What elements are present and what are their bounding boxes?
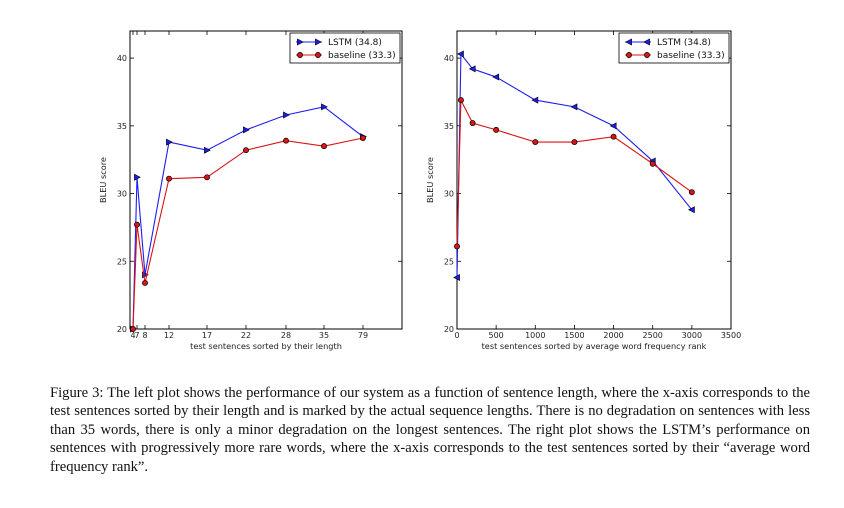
data-point-lstm xyxy=(468,65,476,73)
x-tick-label: 12 xyxy=(164,331,174,340)
left-plot: 20 25 30 35 40 47 8 12 17 22 28 35 79 test sentences … xyxy=(98,30,403,351)
legend-marker xyxy=(644,52,650,58)
data-point-lstm xyxy=(321,103,328,111)
x-tick-label: 7 xyxy=(134,331,139,340)
data-point-baseline xyxy=(321,143,327,150)
x-tick-label: 0 xyxy=(454,331,459,340)
legend-marker xyxy=(626,52,632,58)
x-axis-label: test sentences sorted by their length xyxy=(190,341,342,351)
x-tick-label: 22 xyxy=(241,331,251,340)
x-axis-label: test sentences sorted by average word fr… xyxy=(482,341,707,351)
y-tick-label: 35 xyxy=(117,122,127,131)
series-line-lstm xyxy=(456,52,693,278)
y-tick-label: 30 xyxy=(444,190,454,199)
x-tick-label: 17 xyxy=(202,331,212,340)
data-point-baseline xyxy=(283,137,289,144)
data-point-lstm xyxy=(204,146,211,154)
legend-marker xyxy=(625,38,632,46)
data-point-baseline xyxy=(204,174,210,181)
y-tick-label: 40 xyxy=(444,54,454,63)
y-tick-label: 20 xyxy=(117,325,127,334)
data-point-baseline xyxy=(166,175,172,182)
data-point-lstm xyxy=(283,111,290,119)
series-line-baseline xyxy=(132,137,364,330)
x-tick-label: 500 xyxy=(489,331,504,340)
y-tick-label: 35 xyxy=(444,122,454,131)
data-point-lstm xyxy=(243,126,250,134)
data-point-baseline xyxy=(571,139,578,146)
data-point-lstm xyxy=(457,50,464,58)
data-point-baseline xyxy=(243,147,249,154)
y-tick-label: 25 xyxy=(117,257,127,266)
legend-label: baseline (33.3) xyxy=(328,51,396,61)
legend-label: LSTM (34.8) xyxy=(657,38,711,48)
legend-marker xyxy=(315,38,322,46)
data-point-lstm xyxy=(453,274,460,282)
x-tick-label: 1000 xyxy=(525,331,545,340)
data-point-lstm xyxy=(531,96,539,104)
y-axis-label: BLEU score xyxy=(98,157,108,203)
figure-caption: Figure 3: The left plot shows the perfor… xyxy=(50,385,810,475)
series-line-baseline xyxy=(456,99,693,247)
plot-frame xyxy=(456,30,732,330)
x-tick-label: 2500 xyxy=(643,331,663,340)
x-tick-label: 3000 xyxy=(682,331,702,340)
legend-label: LSTM (34.8) xyxy=(328,38,382,48)
data-point-baseline xyxy=(688,189,695,196)
data-point-lstm xyxy=(609,122,617,130)
x-tick-label: 3500 xyxy=(721,331,741,340)
y-tick-label: 30 xyxy=(117,190,127,199)
legend-marker xyxy=(643,38,650,46)
data-point-lstm xyxy=(570,103,578,111)
data-point-baseline xyxy=(469,120,476,127)
data-point-baseline xyxy=(493,126,500,133)
data-point-baseline xyxy=(532,139,539,146)
x-tick-label: 79 xyxy=(358,331,368,340)
legend-box xyxy=(289,32,401,64)
legend-marker xyxy=(297,52,303,58)
data-point-baseline xyxy=(360,135,366,141)
data-point-baseline xyxy=(649,160,656,167)
legend-box xyxy=(618,32,730,64)
data-point-baseline xyxy=(454,243,460,250)
x-tick-label: 4 xyxy=(130,331,135,340)
x-tick-label: 2000 xyxy=(603,331,623,340)
legend-marker xyxy=(297,38,304,46)
y-tick-label: 40 xyxy=(117,54,127,63)
y-axis-label: BLEU score xyxy=(425,157,435,203)
x-tick-label: 8 xyxy=(142,331,147,340)
data-point-lstm xyxy=(166,138,173,146)
x-tick-label: 28 xyxy=(281,331,291,340)
data-point-lstm xyxy=(134,173,141,181)
legend-marker xyxy=(315,52,321,58)
data-point-baseline xyxy=(457,97,464,104)
x-tick-label: 35 xyxy=(319,331,329,340)
figure: 20 25 30 35 40 47 8 12 17 22 28 35 79 test sentences … xyxy=(98,30,741,351)
legend-label: baseline (33.3) xyxy=(657,51,725,61)
data-point-baseline xyxy=(134,221,140,228)
data-point-baseline xyxy=(610,133,617,140)
data-point-baseline xyxy=(130,326,136,332)
data-point-lstm xyxy=(492,73,500,81)
right-plot: 20 25 30 35 40 0 500 1000 1500 2000 2500 3000 3500 te… xyxy=(425,30,741,351)
data-point-lstm xyxy=(688,206,695,214)
y-tick-label: 20 xyxy=(444,325,454,334)
data-point-baseline xyxy=(142,279,148,286)
y-tick-label: 25 xyxy=(444,257,454,266)
plot-frame xyxy=(129,30,403,330)
x-tick-label: 1500 xyxy=(564,331,584,340)
